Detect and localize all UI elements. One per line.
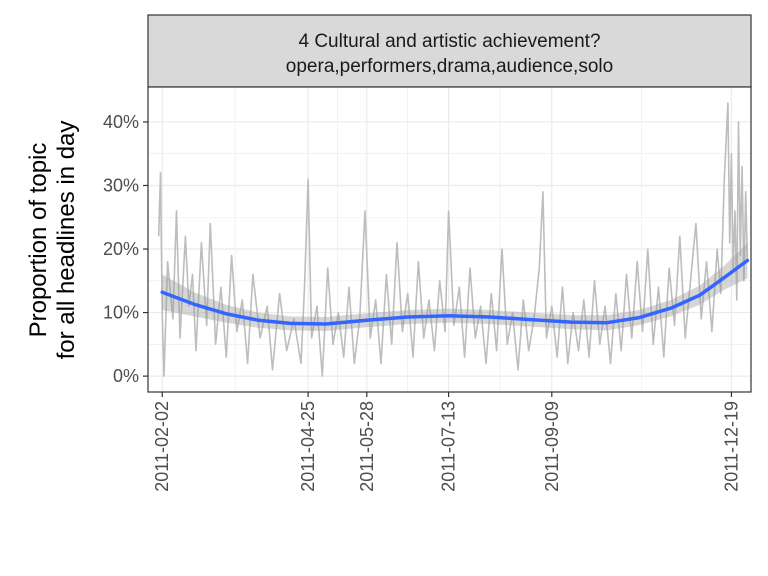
x-tick-label: 2011-04-25 (298, 401, 318, 492)
y-tick-label: 10% (103, 303, 139, 323)
facet-title-line-1: 4 Cultural and artistic achievement? (298, 31, 600, 52)
y-axis-title-line-1: Proportion of topic (25, 143, 52, 338)
x-tick-label: 2011-09-09 (542, 401, 562, 492)
y-axis-title-line-2: for all headlines in day (53, 121, 80, 360)
y-tick-label: 20% (103, 239, 139, 259)
y-tick-label: 0% (113, 366, 139, 386)
confidence-band-layer (162, 242, 748, 331)
x-tick-label: 2011-07-13 (439, 401, 459, 492)
smooth-series-line (160, 258, 750, 326)
plot-border (147, 86, 752, 393)
raw-series-layer (157, 102, 749, 377)
y-axis: 0% 10% 20% 30% 40% (103, 112, 148, 386)
y-tick-label: 40% (103, 112, 139, 132)
x-axis: 2011-02-02 2011-04-25 2011-05-28 2011-07-13… (152, 392, 741, 492)
facet-strip (147, 14, 752, 88)
facet-title-line-2: opera,performers,drama,audience,solo (286, 56, 613, 77)
y-tick-label: 30% (103, 175, 139, 195)
x-tick-label: 2011-02-02 (152, 401, 172, 492)
confidence-band (162, 242, 748, 331)
x-tick-label: 2011-12-19 (721, 401, 741, 492)
grid-lines (148, 87, 751, 392)
x-tick-label: 2011-05-28 (357, 401, 377, 492)
raw-series-line (157, 102, 749, 377)
smooth-series-layer (160, 258, 750, 326)
